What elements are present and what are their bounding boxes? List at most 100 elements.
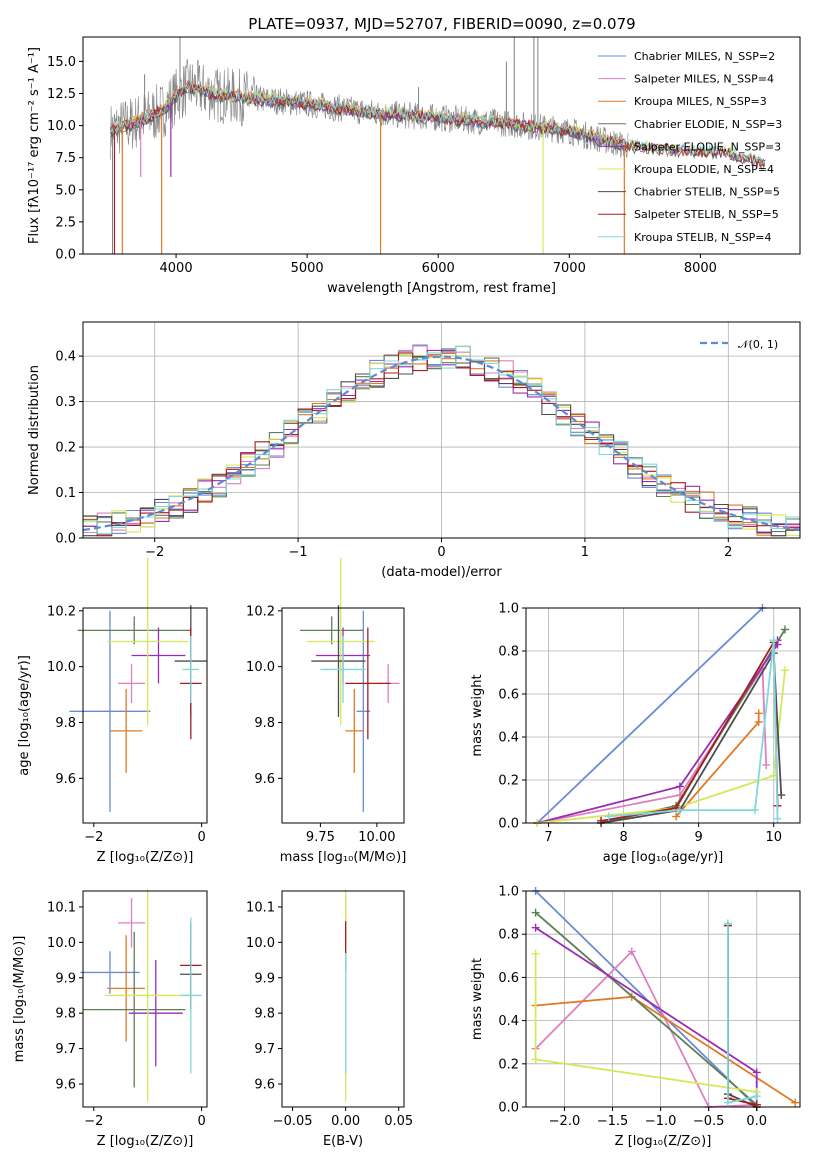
y-tick-label: 9.9 (254, 971, 275, 986)
y-axis-label: Normed distribution (27, 365, 42, 495)
x-tick-label: 7 (544, 830, 552, 845)
legend-label: Salpeter ELODIE, N_SSP=3 (634, 140, 781, 153)
plot-area-weight-vs-Z (531, 887, 800, 1111)
weight-marker-kroupa-stelib (750, 806, 759, 815)
weight-line-chabrier-elodie (535, 911, 758, 1106)
weight-marker-kroupa-stelib (769, 636, 778, 645)
panel-mass-vs-Z: −2 0 9.6 9.7 9.8 9.9 10.0 10.1 Z [log₁₀(Z/Z⊙)] ma… (12, 889, 208, 1149)
weight-marker-kroupa-stelib (723, 1098, 732, 1107)
axes-age-vs-mass: 9.75 10.00 9.6 9.8 10.0 10.2 mass [log₁₀(M/M⊙)… (246, 604, 406, 865)
plot-area-mass-vs-Z (80, 889, 202, 1102)
y-tick-label: 1.0 (498, 602, 519, 617)
plot-area-age-vs-Z (69, 557, 207, 812)
weight-marker-kroupa-elodie (780, 666, 789, 675)
y-tick-label: 10.1 (47, 900, 76, 915)
x-axis-label: Z [log₁₀(Z/Z⊙)] (97, 1134, 194, 1149)
axes-frame (281, 890, 405, 1108)
x-axis-label: mass [log₁₀(M/M⊙)] (280, 850, 407, 865)
y-tick-label: 9.7 (55, 1042, 76, 1057)
legend-label: Kroupa MILES, N_SSP=3 (634, 95, 767, 108)
axes-frame (281, 607, 405, 824)
x-tick-label: 4000 (160, 261, 193, 276)
model-line-kroupa-stelib (110, 80, 766, 166)
weight-marker-kroupa-elodie (531, 1055, 540, 1064)
y-tick-label: 0.0 (55, 532, 76, 547)
panel-mass-vs-ebv: −0.05 0.00 0.05 9.6 9.7 9.8 9.9 10.0 10.1 E(B-V) (246, 889, 413, 1149)
x-tick-label: 0.0 (746, 1114, 767, 1129)
y-tick-label: 9.8 (254, 1007, 275, 1022)
x-tick-label: 7000 (553, 261, 586, 276)
x-tick-label: −2 (84, 830, 103, 845)
spectrum-title: PLATE=0937, MJD=52707, FIBERID=0090, z=0… (248, 15, 635, 33)
y-axis-label: Flux [fλ10⁻¹⁷ erg cm⁻² s⁻¹ A⁻¹] (27, 47, 42, 244)
weight-marker-chabrier-elodie (780, 625, 789, 634)
y-tick-label: 10.2 (246, 604, 275, 619)
x-tick-label: 8 (619, 830, 627, 845)
x-axis-label: Z [log₁₀(Z/Z⊙)] (97, 850, 194, 865)
y-tick-label: 10.0 (47, 119, 76, 134)
x-tick-label: −2.0 (549, 1114, 581, 1129)
y-tick-label: 10.0 (47, 660, 76, 675)
histogram-kroupa-stelib (83, 346, 800, 535)
weight-marker-kroupa-miles (791, 1098, 800, 1107)
axes-frame (525, 890, 801, 1108)
y-tick-label: 0.6 (498, 688, 519, 703)
y-tick-label: 0.0 (498, 1101, 519, 1116)
x-tick-label: 0 (197, 830, 205, 845)
axes-mass-vs-Z: −2 0 9.6 9.7 9.8 9.9 10.0 10.1 Z [log₁₀(Z/Z⊙)] ma… (12, 890, 208, 1149)
legend-label: Salpeter MILES, N_SSP=4 (634, 73, 774, 86)
x-tick-label: 6000 (422, 261, 455, 276)
y-tick-label: 0.2 (55, 441, 76, 456)
x-tick-label: 0.05 (384, 1114, 413, 1129)
y-tick-label: 12.5 (47, 87, 76, 102)
legend-label: Chabrier ELODIE, N_SSP=3 (634, 118, 782, 131)
legend-label: Salpeter STELIB, N_SSP=5 (634, 208, 779, 221)
weight-marker-kroupa-stelib (675, 806, 684, 815)
x-tick-label: −1.5 (597, 1114, 629, 1129)
y-tick-label: 0.0 (55, 248, 76, 263)
y-tick-label: 9.9 (55, 971, 76, 986)
x-axis-label: age [log₁₀(age/yr)] (603, 850, 724, 865)
x-tick-label: 0 (437, 545, 445, 560)
y-axis-label: mass weight (470, 958, 485, 1040)
x-tick-label: −2 (145, 545, 164, 560)
y-axis-label: mass weight (470, 674, 485, 756)
x-tick-label: 9.75 (306, 830, 335, 845)
y-tick-label: 2.5 (55, 215, 76, 230)
y-tick-label: 10.2 (47, 604, 76, 619)
y-tick-label: 0.8 (498, 928, 519, 943)
weight-marker-salpeter-elodie (531, 923, 540, 932)
plot-area-age-vs-mass (300, 557, 400, 812)
y-tick-label: 15.0 (47, 55, 76, 70)
y-tick-label: 10.0 (246, 936, 275, 951)
axes-frame (82, 36, 801, 255)
plot-area-residuals (82, 344, 801, 537)
weight-marker-kroupa-stelib (773, 814, 782, 823)
y-tick-label: 0.4 (498, 731, 519, 746)
y-tick-label: 5.0 (55, 183, 76, 198)
axes-frame (82, 607, 208, 824)
model-line-chabrier-stelib (110, 81, 766, 167)
x-tick-label: 1 (581, 545, 589, 560)
y-tick-label: 9.6 (55, 772, 76, 787)
weight-line-chabrier-stelib (600, 650, 783, 824)
axes-weight-vs-Z: −2.0 −1.5 −1.0 −0.5 0.0 0.0 0.2 0.4 0.6 0.8 1.0 Z [… (470, 885, 801, 1149)
panel-weight-vs-Z: −2.0 −1.5 −1.0 −0.5 0.0 0.0 0.2 0.4 0.6 0.8 1.0 Z [… (470, 885, 801, 1149)
y-tick-label: 0.6 (498, 971, 519, 986)
y-tick-label: 7.5 (55, 151, 76, 166)
panel-weight-vs-age: 7 8 9 10 0.0 0.2 0.4 0.6 0.8 1.0 age [log₁₀(age/yr… (470, 602, 801, 865)
normal-curve (82, 355, 801, 532)
y-tick-label: 10.0 (246, 660, 275, 675)
y-axis-label: mass [log₁₀(M/M⊙)] (12, 936, 27, 1063)
legend-label-normal: 𝒩(0, 1) (738, 338, 778, 351)
x-tick-label: −1 (289, 545, 308, 560)
weight-marker-salpeter-miles (627, 947, 636, 956)
x-tick-label: −0.05 (273, 1114, 313, 1129)
y-tick-label: 0.2 (498, 774, 519, 789)
weight-line-salpeter-miles (534, 949, 757, 1108)
x-axis-label: (data-model)/error (381, 565, 502, 580)
legend-label: Chabrier MILES, N_SSP=2 (634, 50, 775, 63)
x-tick-label: 10.00 (358, 830, 395, 845)
y-tick-label: 0.3 (55, 395, 76, 410)
y-tick-label: 1.0 (498, 885, 519, 900)
